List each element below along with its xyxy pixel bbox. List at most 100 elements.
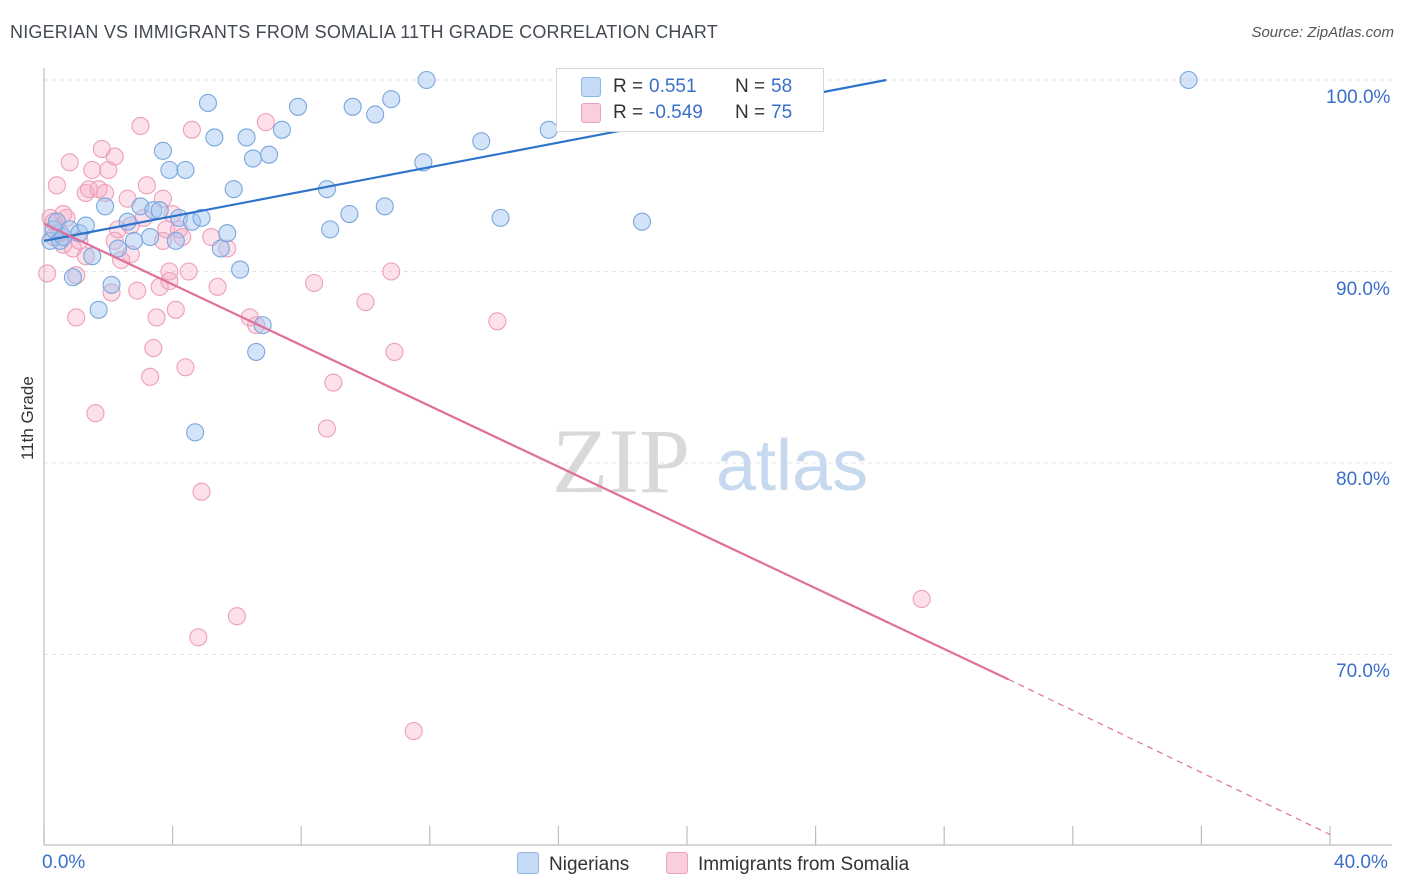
- y-axis-label: 11th Grade: [18, 376, 37, 460]
- somalia-point: [67, 266, 86, 285]
- chart-title: NIGERIAN VS IMMIGRANTS FROM SOMALIA 11TH…: [10, 22, 718, 42]
- nigerian-point: [205, 128, 224, 147]
- somalia-point: [160, 262, 179, 281]
- y-tick-label: 90.0%: [1336, 279, 1390, 300]
- nigerian-point: [102, 275, 121, 294]
- legend-swatch-blue: [581, 77, 601, 97]
- somalia-point: [137, 176, 156, 195]
- legend-label-somalia: Immigrants from Somalia: [698, 854, 910, 875]
- somalia-point: [256, 113, 275, 132]
- nigerian-point: [259, 145, 279, 164]
- nigerian-point: [211, 239, 230, 258]
- bottom-legend-somalia: Immigrants from Somalia: [666, 852, 909, 876]
- nigerian-point: [144, 201, 163, 220]
- legend-swatch-pink: [581, 103, 601, 123]
- nigerian-point: [632, 212, 652, 231]
- nigerian-point: [340, 205, 359, 224]
- watermark: ZIP atlas: [552, 410, 868, 512]
- somalia-point: [76, 247, 95, 266]
- somalia-point: [141, 367, 160, 386]
- somalia-point: [102, 283, 121, 302]
- legend-r-label: R =: [613, 102, 644, 123]
- axes: [43, 68, 1392, 846]
- somalia-point: [182, 120, 201, 139]
- legend-n-label: N =: [735, 102, 766, 123]
- somalia-point: [385, 342, 404, 361]
- nigerian-point: [218, 224, 237, 243]
- trend-line-somalia-extension: [1008, 678, 1331, 836]
- somalia-point: [356, 293, 375, 312]
- somalia-point: [189, 628, 208, 647]
- somalia-point: [404, 722, 423, 741]
- nigerian-point: [231, 260, 250, 279]
- nigerian-point: [186, 423, 205, 442]
- nigerian-point: [472, 132, 491, 151]
- somalia-point: [317, 419, 336, 438]
- legend-swatch-blue: [517, 852, 539, 874]
- nigerian-point: [272, 120, 291, 139]
- x-tick-label-max: 40.0%: [1334, 852, 1388, 873]
- legend-label-nigerians: Nigerians: [549, 854, 630, 875]
- nigerian-point: [89, 300, 108, 319]
- series-somalia-points: [38, 113, 931, 741]
- somalia-point: [179, 262, 198, 281]
- nigerian-point: [491, 208, 510, 227]
- somalia-point: [105, 147, 124, 166]
- nigerian-point: [160, 160, 179, 180]
- somalia-point: [912, 589, 931, 609]
- bottom-legend-nigerians: Nigerians: [517, 852, 629, 876]
- nigerian-point: [539, 120, 558, 139]
- somalia-point: [227, 607, 246, 626]
- y-tick-label: 80.0%: [1336, 469, 1390, 490]
- source-label: Source: ZipAtlas.com: [1251, 24, 1394, 41]
- somalia-point: [67, 308, 86, 327]
- somalia-point: [208, 277, 227, 296]
- nigerian-point: [124, 231, 144, 250]
- nigerian-point: [366, 105, 385, 124]
- somalia-point: [131, 116, 150, 136]
- grid-lines: [44, 79, 1392, 655]
- legend-r-value: 0.551: [649, 76, 697, 97]
- nigerian-point: [141, 227, 160, 247]
- somalia-point: [324, 373, 343, 392]
- somalia-point: [47, 176, 66, 195]
- somalia-point: [192, 482, 211, 501]
- somalia-point: [96, 183, 115, 203]
- nigerian-point: [118, 212, 137, 231]
- somalia-point: [176, 358, 195, 377]
- nigerian-point: [192, 208, 211, 227]
- nigerian-point: [288, 97, 308, 116]
- somalia-point: [147, 308, 166, 327]
- somalia-point: [218, 239, 237, 258]
- x-tick-label-min: 0.0%: [42, 852, 86, 873]
- watermark-atlas: atlas: [716, 426, 868, 506]
- nigerian-point: [76, 216, 95, 235]
- somalia-point: [488, 312, 507, 331]
- nigerian-point: [150, 201, 169, 220]
- watermark-zip: ZIP: [552, 410, 690, 512]
- nigerian-point: [243, 149, 263, 168]
- y-tick-label: 70.0%: [1336, 661, 1390, 682]
- nigerian-point: [153, 141, 173, 160]
- somalia-point: [128, 281, 147, 300]
- somalia-point: [86, 404, 105, 423]
- legend-swatch-pink: [666, 852, 688, 874]
- nigerian-point: [83, 247, 102, 266]
- legend-n-label: N =: [735, 76, 766, 97]
- nigerian-point: [166, 231, 185, 250]
- nigerian-point: [382, 90, 401, 109]
- somalia-point: [57, 208, 76, 227]
- nigerian-point: [96, 197, 115, 216]
- somalia-point: [305, 273, 324, 293]
- nigerian-point: [198, 93, 218, 113]
- nigerian-point: [1179, 70, 1198, 90]
- nigerian-point: [321, 220, 340, 239]
- nigerian-point: [237, 128, 256, 147]
- somalia-point: [144, 339, 163, 358]
- nigerian-point: [375, 197, 394, 216]
- somalia-point: [38, 264, 57, 283]
- nigerian-point: [63, 268, 82, 287]
- somalia-point: [83, 160, 102, 180]
- somalia-point: [166, 300, 185, 319]
